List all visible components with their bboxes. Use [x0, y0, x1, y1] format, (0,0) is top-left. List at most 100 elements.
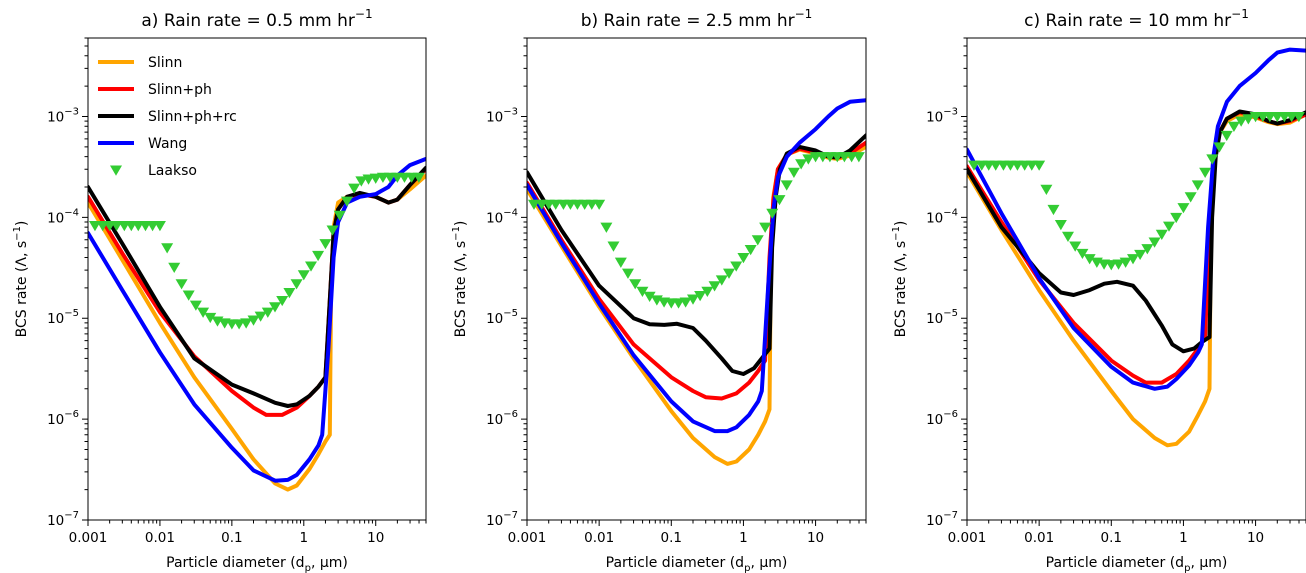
data-point	[795, 159, 808, 170]
data-point	[723, 268, 736, 279]
data-point	[189, 300, 202, 311]
y-tick-label: 10−6	[47, 409, 79, 428]
legend-item: Laakso	[110, 163, 197, 179]
data-point	[1184, 192, 1197, 203]
legend-swatch	[110, 165, 122, 176]
data-point	[269, 302, 282, 313]
series-line-slinn-ph-rc	[967, 109, 1306, 354]
data-point	[802, 154, 815, 165]
legend-label: Wang	[148, 136, 187, 152]
x-tick-label: 0.001	[948, 530, 987, 546]
data-point	[182, 290, 195, 301]
data-point	[247, 315, 260, 326]
x-tick-label: 0.1	[1101, 530, 1122, 546]
series-group	[88, 156, 426, 492]
y-axis-label: BCS rate (Λ, s−1)	[451, 221, 469, 338]
data-point	[636, 286, 649, 297]
data-point	[204, 312, 217, 324]
legend-label: Slinn+ph+rc	[148, 109, 237, 125]
x-axis-label: Particle diameter (dp, μm)	[1046, 555, 1228, 573]
data-point	[1148, 237, 1161, 248]
x-tick-label: 0.001	[508, 530, 547, 546]
data-point	[88, 221, 101, 232]
chart-panel-2: 0.001 0.01 0.1 1 10 10−7 10−6 10−5 10−4 10−3 c) Ra…	[891, 7, 1306, 573]
data-point	[1054, 219, 1067, 231]
y-tick-label: 10−4	[926, 207, 958, 226]
y-tick-label: 10−7	[47, 510, 79, 529]
data-point	[629, 279, 642, 290]
y-tick-label: 10−6	[926, 409, 958, 428]
series-markers-laakso	[88, 172, 425, 330]
data-point	[687, 294, 700, 305]
x-tick-label: 0.1	[661, 530, 682, 546]
legend: Slinn Slinn+ph Slinn+ph+rc Wang Laakso	[98, 55, 237, 179]
data-point	[290, 279, 303, 290]
y-tick-label: 10−5	[486, 308, 518, 327]
legend-label: Slinn+ph	[148, 82, 212, 98]
data-point	[1206, 154, 1219, 165]
data-point	[715, 275, 728, 286]
legend-label: Laakso	[148, 163, 197, 179]
chart-title: b) Rain rate = 2.5 mm hr−1	[581, 7, 813, 31]
data-point	[1292, 111, 1305, 123]
x-tick-label: 0.001	[69, 530, 108, 546]
data-point	[787, 167, 800, 178]
legend-item: Slinn+ph+rc	[98, 109, 237, 125]
x-tick-label: 1	[1179, 530, 1188, 546]
x-tick-label: 0.01	[584, 530, 614, 546]
x-tick-label: 0.1	[221, 530, 242, 546]
y-tick-label: 10−5	[47, 308, 79, 327]
data-point	[694, 291, 707, 302]
data-point	[1177, 203, 1190, 214]
data-point	[369, 173, 382, 184]
data-point	[326, 225, 339, 236]
data-point	[348, 183, 361, 194]
data-point	[1163, 221, 1176, 232]
data-point	[110, 221, 123, 232]
data-point	[1033, 160, 1046, 171]
chart-title: a) Rain rate = 0.5 mm hr−1	[141, 7, 372, 31]
data-point	[168, 262, 181, 273]
data-point	[600, 222, 613, 233]
data-point	[1220, 130, 1233, 142]
y-tick-label: 10−3	[926, 106, 958, 125]
legend-item: Slinn	[98, 55, 182, 71]
data-point	[744, 245, 757, 256]
plot-frame	[526, 37, 867, 521]
data-point	[679, 297, 692, 308]
y-tick-label: 10−3	[486, 106, 518, 125]
x-tick-label: 10	[1247, 530, 1264, 546]
plot-frame	[87, 37, 427, 521]
data-point	[766, 208, 779, 219]
series-line-slinn-ph	[88, 167, 426, 417]
data-point	[261, 307, 274, 318]
legend-item: Slinn+ph	[98, 82, 212, 98]
data-point	[319, 239, 332, 250]
data-point	[751, 235, 764, 246]
data-point	[305, 261, 318, 272]
y-tick-label: 10−6	[486, 409, 518, 428]
data-point	[340, 196, 353, 207]
data-point	[759, 222, 772, 233]
data-point	[780, 180, 793, 191]
series-line-slinn-ph-rc	[527, 133, 866, 376]
legend-item: Wang	[98, 136, 187, 152]
data-point	[1242, 114, 1255, 125]
data-point	[593, 199, 606, 210]
data-point	[701, 286, 714, 297]
data-point	[362, 174, 375, 185]
series-line-wang	[967, 47, 1306, 391]
data-point	[333, 210, 346, 221]
y-tick-label: 10−4	[486, 207, 518, 226]
chart-panel-1: 0.001 0.01 0.1 1 10 10−7 10−6 10−5 10−4 10−3 b) Ra…	[451, 7, 867, 573]
y-tick-label: 10−4	[47, 207, 79, 226]
data-point	[1199, 167, 1212, 178]
x-tick-label: 10	[367, 530, 384, 546]
x-axis-label: Particle diameter (dp, μm)	[606, 555, 788, 573]
data-point	[161, 243, 174, 254]
data-point	[527, 199, 540, 210]
data-point	[355, 176, 368, 187]
data-point	[672, 298, 685, 309]
x-axis-label: Particle diameter (dp, μm)	[166, 555, 348, 573]
